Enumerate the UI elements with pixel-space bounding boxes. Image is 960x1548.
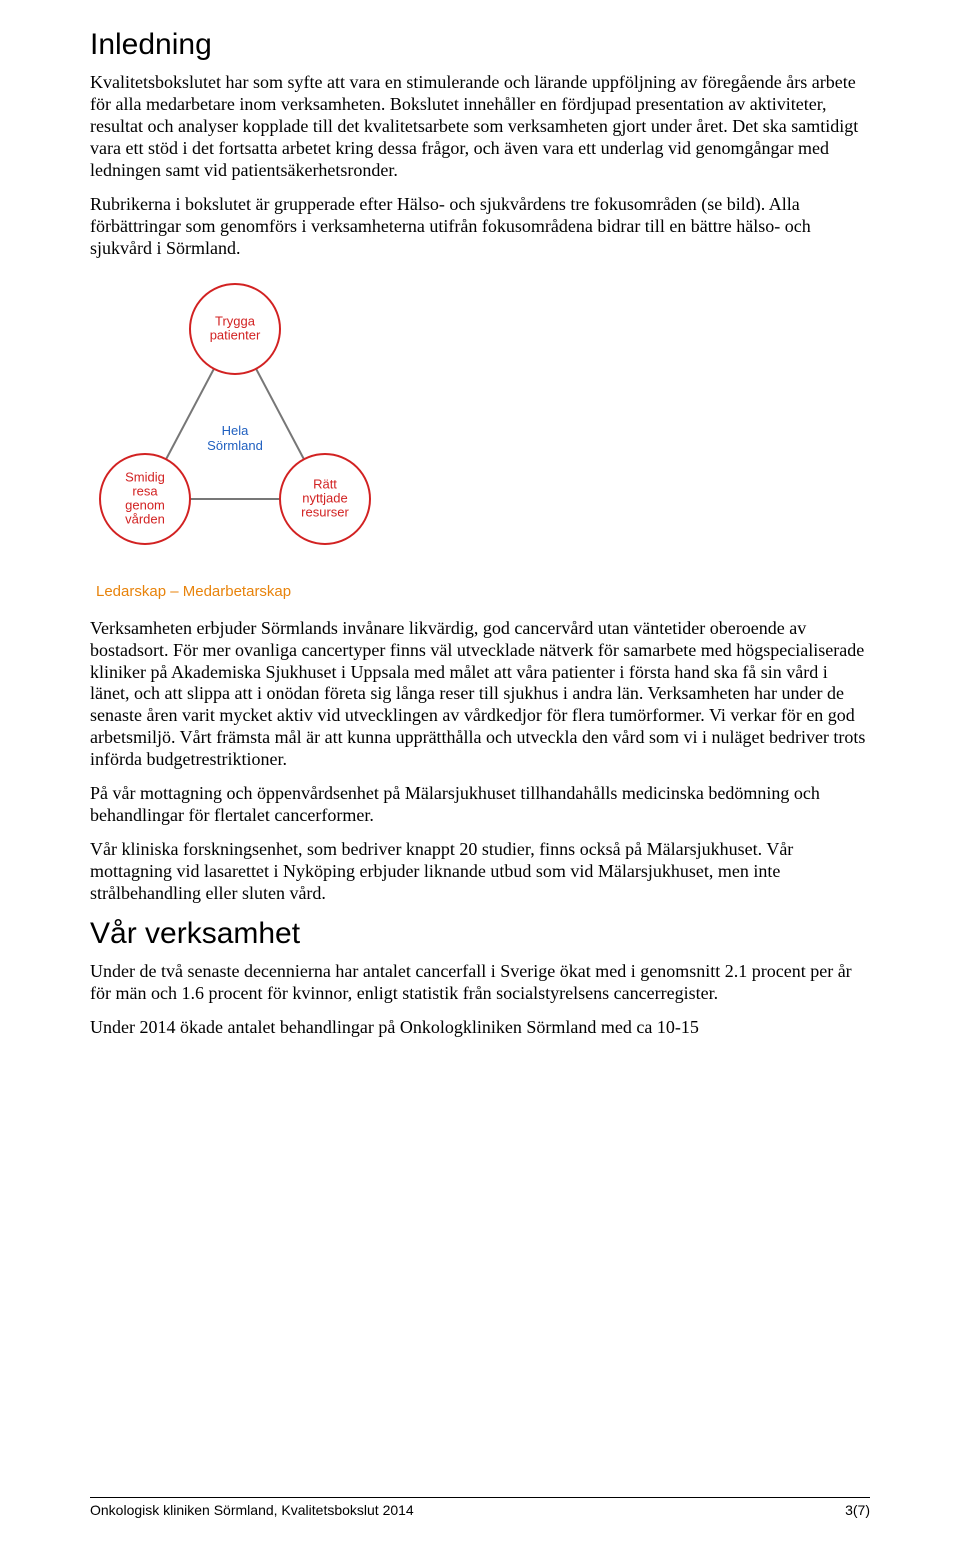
paragraph-7: Under 2014 ökade antalet behandlingar på…: [90, 1017, 870, 1039]
diagram-node-label: Smidig: [125, 469, 165, 484]
diagram-node-label: vården: [125, 511, 165, 526]
diagram-center-label: Sörmland: [207, 438, 263, 453]
paragraph-4: På vår mottagning och öppenvårdsenhet på…: [90, 783, 870, 827]
diagram-node-label: genom: [125, 497, 165, 512]
heading-var-verksamhet: Vår verksamhet: [90, 917, 870, 951]
paragraph-5: Vår kliniska forskningsenhet, som bedriv…: [90, 839, 870, 905]
diagram-caption: Ledarskap – Medarbetarskap: [96, 583, 870, 600]
diagram-center-label: Hela: [222, 423, 250, 438]
focus-areas-diagram: HelaSörmland Tryggapatienter Smidigresagen…: [90, 274, 870, 600]
paragraph-6: Under de två senaste decennierna har ant…: [90, 961, 870, 1005]
heading-inledning: Inledning: [90, 28, 870, 62]
diagram-node-label: Trygga: [215, 313, 256, 328]
paragraph-3: Verksamheten erbjuder Sörmlands invånare…: [90, 618, 870, 772]
focus-areas-svg: HelaSörmland Tryggapatienter Smidigresagen…: [90, 274, 380, 574]
diagram-node-label: patienter: [210, 327, 261, 342]
diagram-node-label: resurser: [301, 504, 349, 519]
footer-left: Onkologisk kliniken Sörmland, Kvalitetsb…: [90, 1502, 414, 1518]
paragraph-1: Kvalitetsbokslutet har som syfte att var…: [90, 72, 870, 182]
diagram-node-label: resa: [132, 483, 158, 498]
paragraph-2: Rubrikerna i bokslutet är grupperade eft…: [90, 194, 870, 260]
page-footer: Onkologisk kliniken Sörmland, Kvalitetsb…: [90, 1497, 870, 1518]
diagram-node-label: Rätt: [313, 476, 337, 491]
diagram-edge: [256, 368, 304, 458]
footer-right: 3(7): [845, 1502, 870, 1518]
diagram-node-label: nyttjade: [302, 490, 348, 505]
